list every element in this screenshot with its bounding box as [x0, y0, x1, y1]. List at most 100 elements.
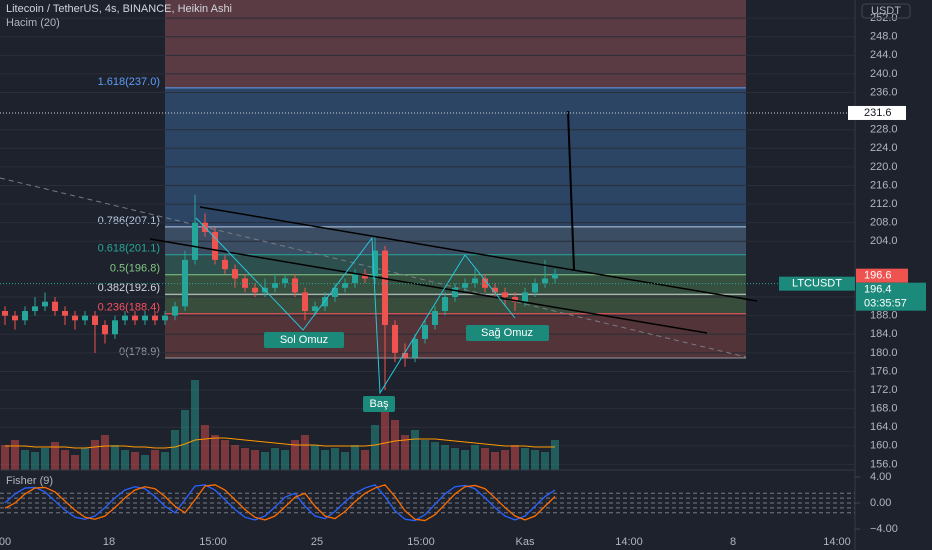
candle-body: [542, 278, 548, 284]
y-tick-label: 212.0: [870, 198, 898, 210]
fisher-line: [4, 484, 556, 522]
volume-bar: [201, 425, 209, 470]
volume-bar: [191, 380, 199, 470]
candle-body: [292, 278, 298, 293]
volume-bar: [411, 430, 419, 470]
candle-body: [132, 315, 138, 321]
last-price-label: 196.6: [864, 270, 892, 282]
candle-body: [2, 311, 8, 316]
price-labels: 231.6 196.6 196.4 03:35:57 LTCUSDT: [0, 105, 926, 311]
bid-box: [856, 282, 926, 311]
candle-body: [342, 283, 348, 288]
fib-zone: [165, 313, 746, 358]
volume-bar: [351, 445, 359, 470]
candle-body: [362, 273, 368, 279]
fib-label: 0.236(188.4): [98, 302, 160, 314]
last-price-box: [856, 268, 908, 283]
y-tick-label: 240.0: [870, 68, 898, 80]
volume-bar: [241, 448, 249, 470]
y-tick-label: 228.0: [870, 124, 898, 136]
candle-body: [482, 278, 488, 288]
candle-body: [512, 297, 518, 302]
volume-bar: [481, 448, 489, 470]
volume-bar: [531, 450, 539, 470]
volume-bar: [421, 440, 429, 470]
volume-bar: [391, 420, 399, 470]
y-tick-label: 204.0: [870, 235, 898, 247]
annotation-box: [466, 325, 549, 341]
volume-bar: [31, 452, 39, 470]
fib-top-zone: [165, 0, 746, 88]
grid: [0, 17, 855, 465]
candle-body: [222, 259, 228, 270]
volume-ma: [5, 437, 555, 449]
volume-bar: [271, 448, 279, 470]
candle-body: [552, 273, 558, 279]
volume-bar: [361, 450, 369, 470]
candle-body: [22, 311, 28, 321]
y-tick-label: 184.0: [870, 328, 898, 340]
volume-title: Hacim (20): [6, 17, 60, 29]
candle-body: [62, 311, 68, 316]
x-tick-label: 15:00: [407, 536, 435, 548]
time-axis: 00 18 15:00 25 15:00 Kas 14:00 8 14:00: [0, 536, 851, 548]
volume-bar: [251, 450, 259, 470]
fib-label: 0(178.9): [119, 346, 160, 358]
candle-body: [382, 250, 388, 325]
y-tick-label: 172.0: [870, 384, 898, 396]
fib-label: 1.618(237.0): [98, 76, 160, 88]
volume-bar: [281, 450, 289, 470]
volume-bar: [541, 452, 549, 470]
volume-bar: [311, 445, 319, 470]
candle-body: [252, 287, 258, 293]
fisher-line: [4, 484, 556, 522]
volume-bar: [501, 450, 509, 470]
x-tick-label: 8: [730, 536, 736, 548]
candle-body: [492, 287, 498, 293]
volume-bar: [131, 452, 139, 470]
volume-bar: [291, 440, 299, 470]
volume-bar: [81, 448, 89, 470]
fib-label: 0.618(201.1): [98, 243, 160, 255]
fib-label: 0.786(207.1): [98, 215, 160, 227]
candle-body: [472, 278, 478, 284]
volume-bar: [1, 445, 9, 470]
volume: [1, 380, 559, 470]
candle-body: [142, 315, 148, 321]
symbol-label: LTCUSDT: [792, 278, 842, 290]
x-tick-label: 15:00: [199, 536, 227, 548]
volume-bar: [471, 445, 479, 470]
fib-label: 0.5(196.8): [110, 263, 160, 275]
candle-body: [162, 315, 168, 321]
currency[interactable]: USDT: [871, 5, 901, 17]
volume-bar: [261, 452, 269, 470]
volume-bar: [551, 440, 559, 470]
head-shoulders: [195, 217, 516, 395]
candle-body: [32, 306, 38, 312]
candle-body: [102, 324, 108, 335]
volume-bar: [41, 448, 49, 470]
candle-body: [192, 222, 198, 260]
y-tick-label: 156.0: [870, 458, 898, 470]
fisher-title: Fisher (9): [6, 475, 53, 487]
candle-body: [92, 315, 98, 325]
y-tick-label: 220.0: [870, 161, 898, 173]
volume-bar: [431, 442, 439, 470]
price-scale-labels: 156.0 160.0 164.0 168.0 172.0 176.0 180.0 184.0…: [855, 12, 898, 535]
candle-body: [452, 287, 458, 298]
volume-bar: [61, 450, 69, 470]
drawings: Sol Omuz Baş Sağ Omuz: [149, 110, 758, 412]
candle-body: [402, 352, 408, 358]
countdown: 03:35:57: [864, 298, 907, 310]
y-tick-label: 236.0: [870, 86, 898, 98]
candle-body: [172, 306, 178, 316]
volume-bar: [171, 430, 179, 470]
volume-bar: [151, 450, 159, 470]
target-label: 231.6: [864, 107, 892, 119]
volume-bar: [211, 435, 219, 470]
candle-body: [412, 338, 418, 358]
target-arrow: [567, 110, 575, 271]
currency-button[interactable]: [861, 3, 911, 19]
fisher-tick-label: −4.00: [870, 523, 898, 535]
volume-bar: [71, 455, 79, 470]
